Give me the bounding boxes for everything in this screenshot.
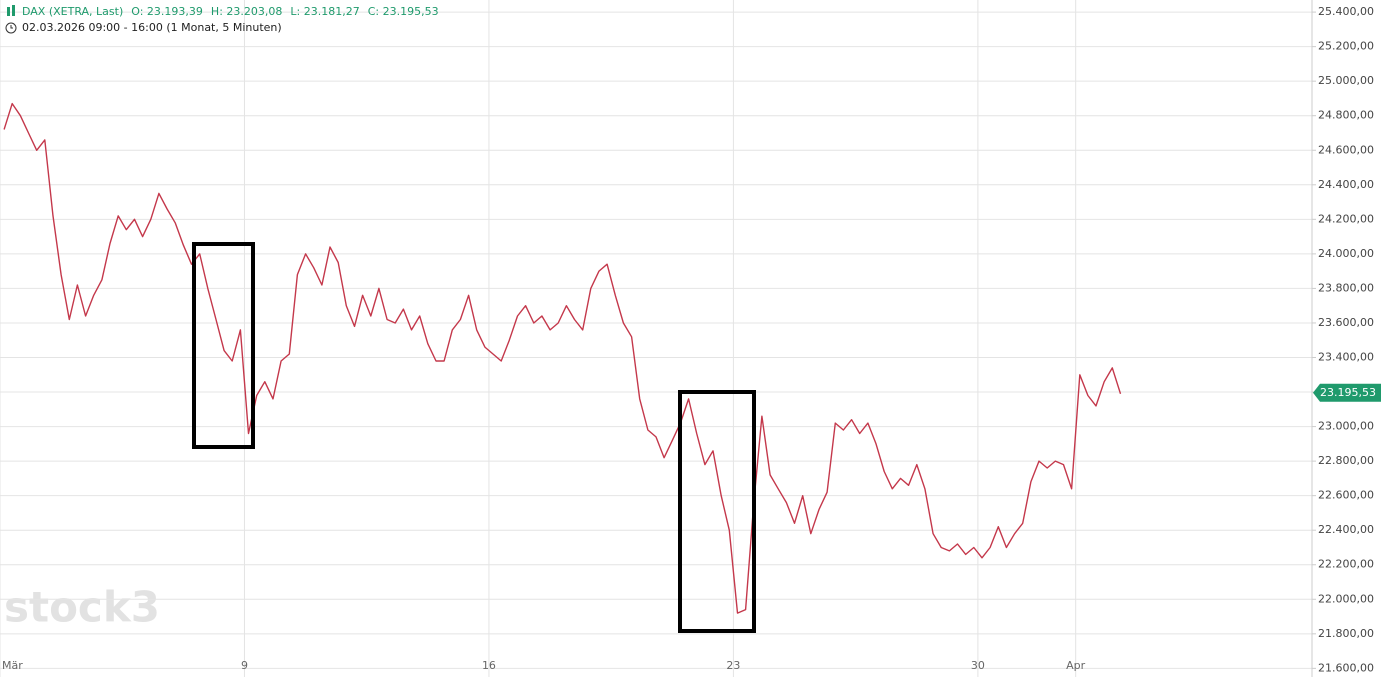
- y-tick-label: 21.800,00: [1318, 627, 1374, 640]
- y-tick-label: 21.600,00: [1318, 661, 1374, 674]
- clock-icon: [5, 22, 17, 34]
- chart-title: DAX (XETRA, Last): [22, 5, 123, 18]
- y-tick-label: 22.800,00: [1318, 454, 1374, 467]
- y-tick-label: 25.000,00: [1318, 74, 1374, 87]
- subtitle: 02.03.2026 09:00 - 16:00 (1 Monat, 5 Min…: [22, 21, 282, 34]
- x-tick-label: 16: [482, 659, 496, 672]
- highlight-box: [678, 390, 756, 633]
- ohlc-value: L: 23.181,27: [290, 5, 359, 18]
- y-tick-label: 22.200,00: [1318, 558, 1374, 571]
- header: DAX (XETRA, Last) 02.03.2026 09:00 - 16:…: [5, 5, 282, 34]
- watermark: stock3: [4, 583, 160, 632]
- ohlc-value: C: 23.195,53: [368, 5, 439, 18]
- y-tick-label: 22.400,00: [1318, 523, 1374, 536]
- y-tick-label: 23.800,00: [1318, 281, 1374, 294]
- x-tick-label: 30: [971, 659, 985, 672]
- y-tick-label: 24.400,00: [1318, 178, 1374, 191]
- y-tick-label: 22.600,00: [1318, 489, 1374, 502]
- ohlc-value: H: 23.203,08: [211, 5, 282, 18]
- x-tick-label: 9: [241, 659, 248, 672]
- x-tick-label: 23: [726, 659, 740, 672]
- clock-icon: [10, 25, 13, 29]
- y-tick-label: 25.200,00: [1318, 40, 1374, 53]
- y-tick-label: 24.200,00: [1318, 212, 1374, 225]
- highlight-box: [192, 242, 255, 449]
- price-tag-label: 23.195,53: [1320, 386, 1376, 399]
- y-tick-label: 23.400,00: [1318, 350, 1374, 363]
- x-tick-label: Apr: [1066, 659, 1086, 672]
- y-tick-label: 25.400,00: [1318, 5, 1374, 18]
- y-tick-label: 24.600,00: [1318, 143, 1374, 156]
- x-tick-label: Mär: [2, 659, 23, 672]
- price-line: [3, 102, 1122, 614]
- y-tick-label: 23.000,00: [1318, 420, 1374, 433]
- y-tick-label: 24.800,00: [1318, 109, 1374, 122]
- chart-icon: [12, 5, 15, 16]
- y-tick-label: 23.600,00: [1318, 316, 1374, 329]
- ohlc-value: O: 23.193,39: [131, 5, 203, 18]
- y-tick-label: 24.000,00: [1318, 247, 1374, 260]
- chart-icon: [7, 7, 10, 16]
- plot-area: [0, 0, 1312, 677]
- y-tick-label: 22.000,00: [1318, 592, 1374, 605]
- price-tag: [1313, 383, 1381, 402]
